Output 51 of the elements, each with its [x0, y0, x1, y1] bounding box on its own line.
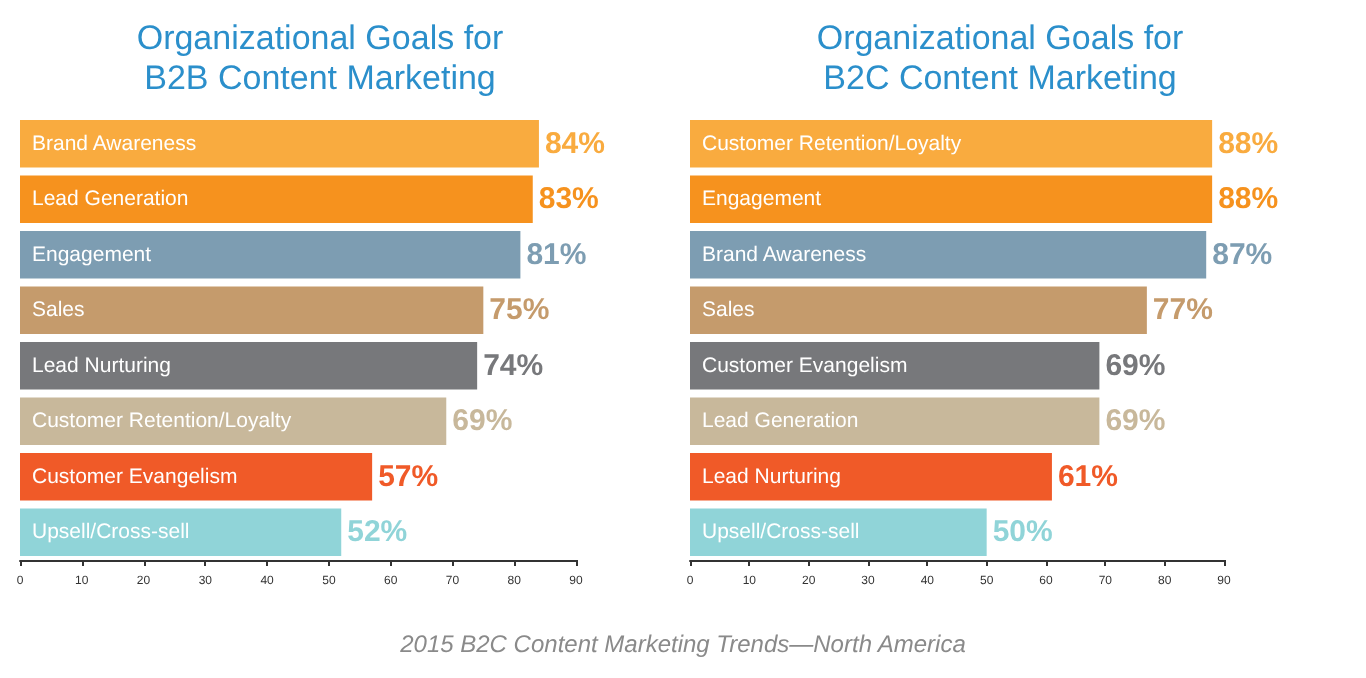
- y-tick-label: Lead Generation: [32, 187, 189, 212]
- data-label: 74%: [483, 348, 544, 383]
- bar: [690, 175, 1213, 224]
- data-label: 69%: [452, 404, 513, 439]
- data-label: 52%: [347, 515, 408, 550]
- text: 2015 B2C Content Marketing Trends—North America: [398, 630, 968, 658]
- data-label: 57%: [378, 459, 439, 494]
- bar: [20, 508, 342, 557]
- bar: [690, 397, 1100, 446]
- y-tick-label: Lead Nurturing: [32, 353, 172, 378]
- bar: [20, 286, 484, 335]
- data-label: 69%: [1105, 404, 1166, 439]
- data-label: 84%: [544, 126, 605, 161]
- chart-title: Organizational Goals for B2B Content Marketing: [136, 19, 504, 97]
- bar: [690, 508, 987, 557]
- y-tick-label: Upsell/Cross-sell: [702, 520, 860, 545]
- data-label: 50%: [992, 515, 1053, 550]
- y-tick-label: Upsell/Cross-sell: [32, 520, 190, 545]
- y-tick-label: Engagement: [702, 187, 822, 212]
- data-label: 88%: [1218, 182, 1279, 217]
- y-tick-label: Customer Evangelism: [702, 353, 908, 378]
- bar: [690, 286, 1147, 335]
- y-tick-label: Customer Retention/Loyalty: [702, 131, 963, 156]
- data-label: 81%: [526, 237, 587, 272]
- y-tick-label: Sales: [32, 298, 85, 323]
- data-label: 88%: [1218, 126, 1279, 161]
- bar: [20, 175, 533, 224]
- chart-title: Organizational Goals for B2C Content Marketing: [816, 19, 1184, 97]
- data-label: 61%: [1057, 459, 1118, 494]
- bar: [690, 230, 1207, 279]
- y-tick-label: Brand Awareness: [702, 242, 867, 267]
- bar: [20, 397, 447, 446]
- y-tick-label: Brand Awareness: [32, 131, 197, 156]
- bar: [20, 452, 373, 501]
- y-tick-label: Lead Generation: [702, 409, 859, 434]
- bar: [690, 452, 1052, 501]
- bar: [20, 230, 521, 279]
- y-tick-label: Customer Retention/Loyalty: [32, 409, 293, 434]
- y-tick-label: Sales: [702, 298, 755, 323]
- y-tick-label: Lead Nurturing: [702, 464, 842, 489]
- bar: [690, 341, 1100, 390]
- data-label: 83%: [538, 182, 599, 217]
- data-label: 75%: [489, 293, 550, 328]
- bar: [690, 119, 1213, 168]
- data-label: 69%: [1105, 348, 1166, 383]
- data-label: 77%: [1152, 293, 1213, 328]
- data-label: 87%: [1212, 237, 1273, 272]
- y-tick-label: Engagement: [32, 242, 152, 267]
- bar: [20, 119, 539, 168]
- y-tick-label: Customer Evangelism: [32, 464, 238, 489]
- bar: [20, 341, 478, 390]
